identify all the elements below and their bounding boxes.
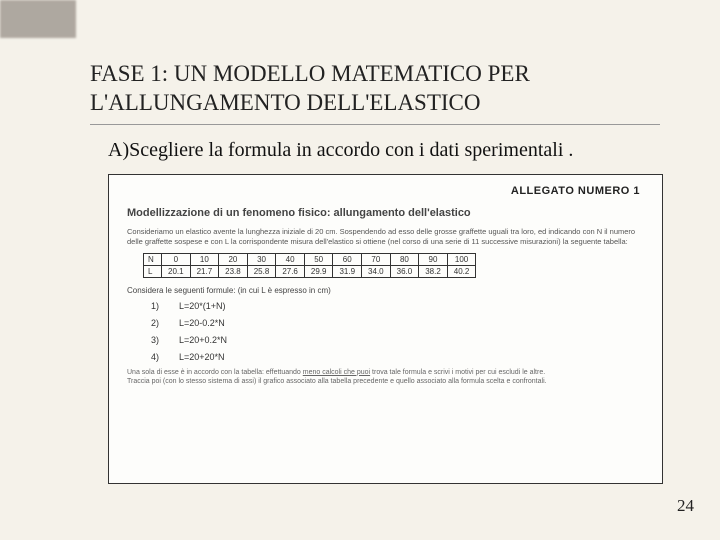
cell: 20 [219,253,248,265]
title-line-2: L'ALLUNGAMENTO DELL'ELASTICO [90,89,660,118]
cell: 90 [419,253,448,265]
cell: 10 [190,253,219,265]
title-block: FASE 1: UN MODELLO MATEMATICO PER L'ALLU… [90,60,660,125]
footer-text-b: trova tale formula e scrivi i motivi per… [370,369,545,376]
data-table: N 0 10 20 30 40 50 60 70 80 90 100 L 20.… [143,253,476,278]
cell: 60 [333,253,362,265]
consider-text: Considera le seguenti formule: (in cui L… [127,286,648,295]
formula-3: 3)L=20+0.2*N [151,335,648,345]
cell: 25.8 [247,265,276,277]
footer-text-c: Traccia poi (con lo stesso sistema di as… [127,378,547,385]
attachment-intro: Consideriamo un elastico avente la lungh… [127,227,648,247]
table-row-n: N 0 10 20 30 40 50 60 70 80 90 100 [144,253,476,265]
cell: 31.9 [333,265,362,277]
cell: 29.9 [304,265,333,277]
attachment-footer: Una sola di esse è in accordo con la tab… [127,369,648,387]
formula-2: 2)L=20-0.2*N [151,318,648,328]
scanned-attachment: ALLEGATO NUMERO 1 Modellizzazione di un … [108,174,663,484]
footer-text-a: Una sola di esse è in accordo con la tab… [127,369,303,376]
footer-text-underline: meno calcoli che puoi [303,369,370,376]
cell: 36.0 [390,265,419,277]
cell: 38.2 [419,265,448,277]
cell: 40.2 [447,265,476,277]
attachment-title: Modellizzazione di un fenomeno fisico: a… [127,207,648,219]
cell: 100 [447,253,476,265]
cell: 40 [276,253,305,265]
cell: 23.8 [219,265,248,277]
attachment-header: ALLEGATO NUMERO 1 [123,185,648,197]
formula-4: 4)L=20+20*N [151,352,648,362]
cell: 30 [247,253,276,265]
cell: 34.0 [362,265,391,277]
row-label-n: N [144,253,162,265]
cell: 0 [162,253,191,265]
cell: 70 [362,253,391,265]
formula-1: 1)L=20*(1+N) [151,301,648,311]
title-line-1: FASE 1: UN MODELLO MATEMATICO PER [90,60,660,89]
cell: 20.1 [162,265,191,277]
cell: 50 [304,253,333,265]
formula-list: 1)L=20*(1+N) 2)L=20-0.2*N 3)L=20+0.2*N 4… [151,301,648,362]
slide: FASE 1: UN MODELLO MATEMATICO PER L'ALLU… [0,0,720,540]
cell: 21.7 [190,265,219,277]
page-number: 24 [677,496,694,516]
cell: 80 [390,253,419,265]
row-label-l: L [144,265,162,277]
subtitle: A)Scegliere la formula in accordo con i … [108,139,670,162]
cell: 27.6 [276,265,305,277]
table-row-l: L 20.1 21.7 23.8 25.8 27.6 29.9 31.9 34.… [144,265,476,277]
